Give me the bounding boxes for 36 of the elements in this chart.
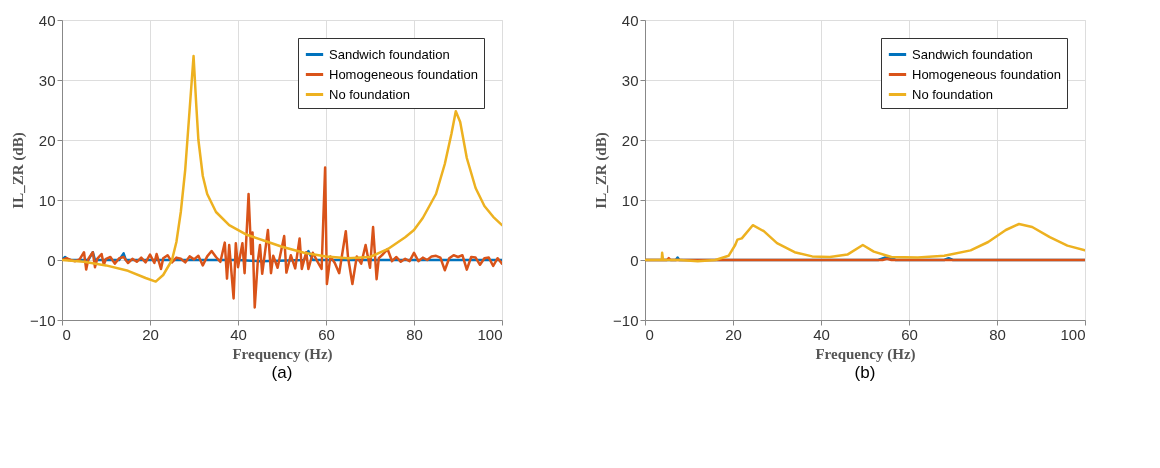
x-axis-title: Frequency (Hz) [815,345,916,363]
y-tick-label: 30 [38,71,56,89]
x-tick-label: 100 [1060,325,1086,343]
x-tick-label: 40 [813,325,830,343]
y-axis-title: IL_ZR (dB) [593,132,611,209]
legend-label: Sandwich foundation [912,46,1033,62]
y-tick-label: 0 [630,251,639,269]
y-tick-label: 40 [621,11,639,29]
legend-label: Sandwich foundation [329,46,450,62]
x-tick-label: 80 [989,325,1006,343]
y-tick-label: 40 [38,11,56,29]
x-tick-label: 80 [406,325,423,343]
x-tick-label: 60 [318,325,335,343]
y-tick-label: 0 [47,251,56,269]
legend-label: Homogeneous foundation [329,66,478,82]
y-tick-label: 20 [621,131,639,149]
x-tick-label: 20 [142,325,159,343]
x-tick-label: 0 [62,325,71,343]
legend-label: Homogeneous foundation [912,66,1061,82]
x-tick-label: 60 [901,325,918,343]
y-tick-label: 10 [621,191,639,209]
x-tick-label: 100 [477,325,503,343]
x-tick-label: 40 [230,325,247,343]
legend-label: No foundation [912,86,993,102]
y-axis-title: IL_ZR (dB) [10,132,28,209]
text: (a) [271,363,293,382]
y-tick-label: 10 [38,191,56,209]
y-tick-label: 30 [621,71,639,89]
legend-label: No foundation [329,86,410,102]
y-tick-label: 20 [38,131,56,149]
x-tick-label: 20 [725,325,742,343]
y-tick-label: −10 [613,311,639,329]
y-tick-label: −10 [30,311,56,329]
x-tick-label: 0 [645,325,654,343]
x-axis-title: Frequency (Hz) [232,345,333,363]
text: (b) [854,363,876,382]
